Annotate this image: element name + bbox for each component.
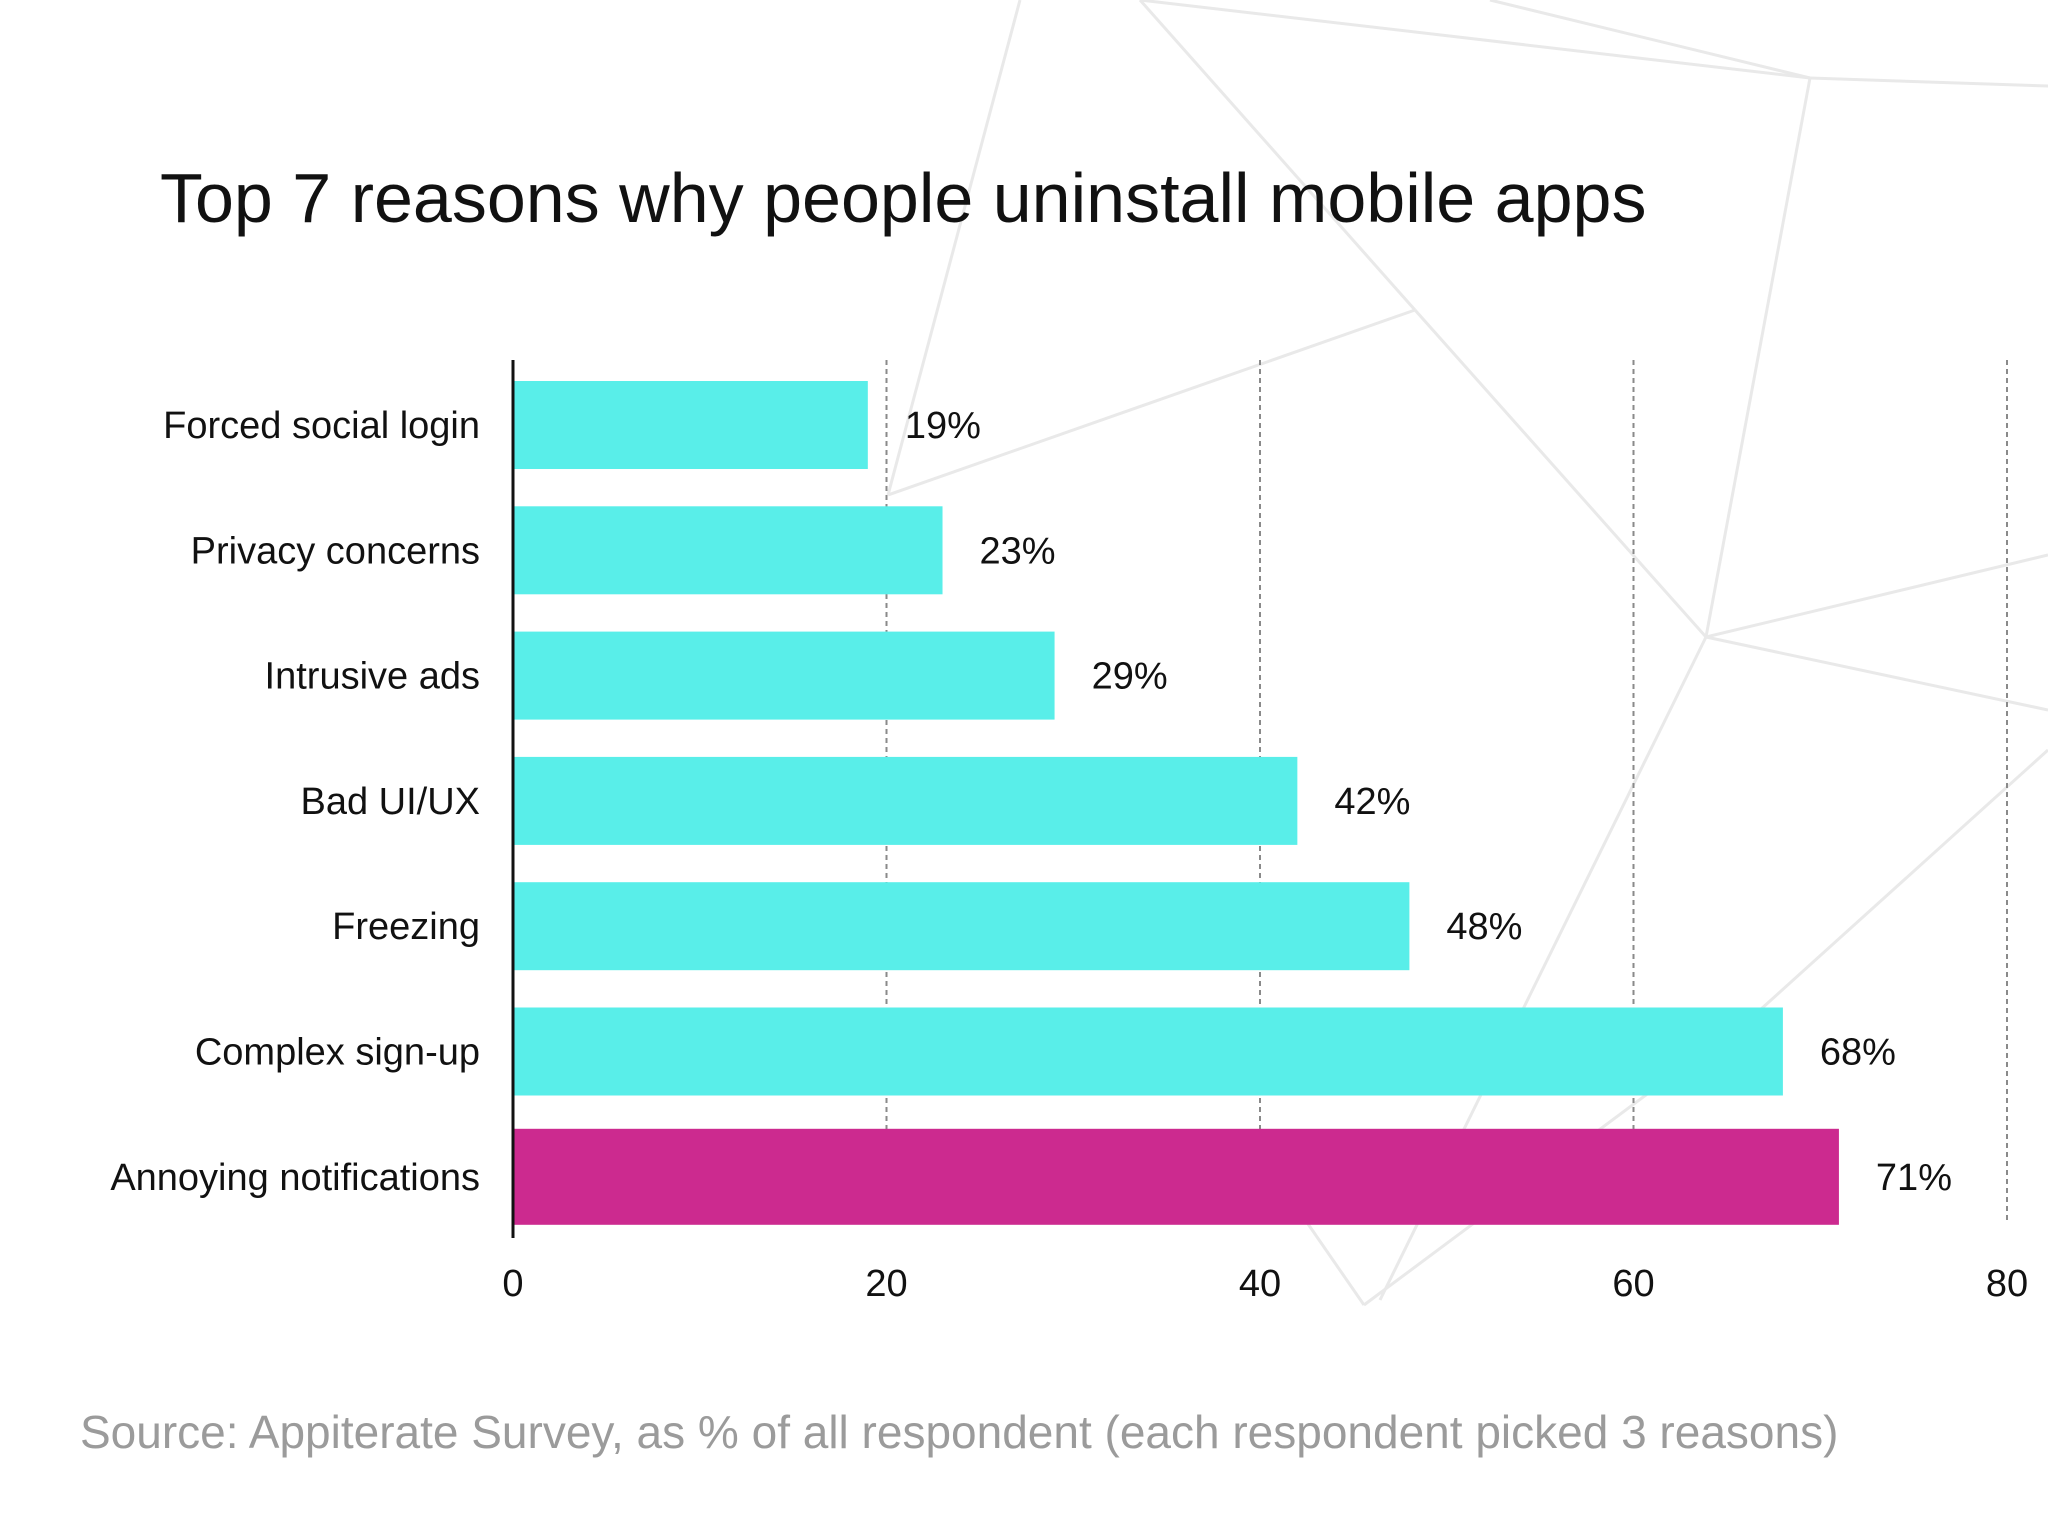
source-note: Source: Appiterate Survey, as % of all r… [80,1406,1839,1458]
data-label: 68% [1820,1032,1896,1074]
data-label: 29% [1092,656,1168,698]
data-label: 19% [905,405,981,447]
x-tick-label: 20 [865,1263,907,1305]
x-tick-label: 60 [1612,1263,1654,1305]
data-label: 71% [1876,1157,1952,1199]
x-tick-label: 80 [1986,1263,2028,1305]
data-label: 42% [1334,781,1410,823]
category-label: Freezing [332,906,480,948]
data-label: 48% [1446,906,1522,948]
data-label: 23% [980,530,1056,572]
x-tick-label: 40 [1239,1263,1281,1305]
bar-freezing [513,882,1410,971]
category-label: Intrusive ads [265,656,480,698]
bar-annoying-notifications [513,1128,1839,1225]
bar-intrusive-ads [513,631,1055,720]
x-tick-label: 0 [502,1263,523,1305]
labels: 0 20 40 60 80 Forced social login 19% Privacy c… [110,405,2028,1305]
bar-forced-social-login [513,381,868,469]
category-label: Bad UI/UX [300,781,480,823]
bar-complex-sign-up [513,1007,1783,1096]
bar-bad-ui-ux [513,756,1298,845]
chart-title: Top 7 reasons why people uninstall mobil… [160,159,1647,237]
bars [513,381,1839,1225]
category-label: Privacy concerns [191,530,480,572]
category-label: Complex sign-up [195,1032,480,1074]
category-label: Annoying notifications [110,1157,480,1199]
category-label: Forced social login [163,405,480,447]
bar-privacy-concerns [513,506,943,595]
